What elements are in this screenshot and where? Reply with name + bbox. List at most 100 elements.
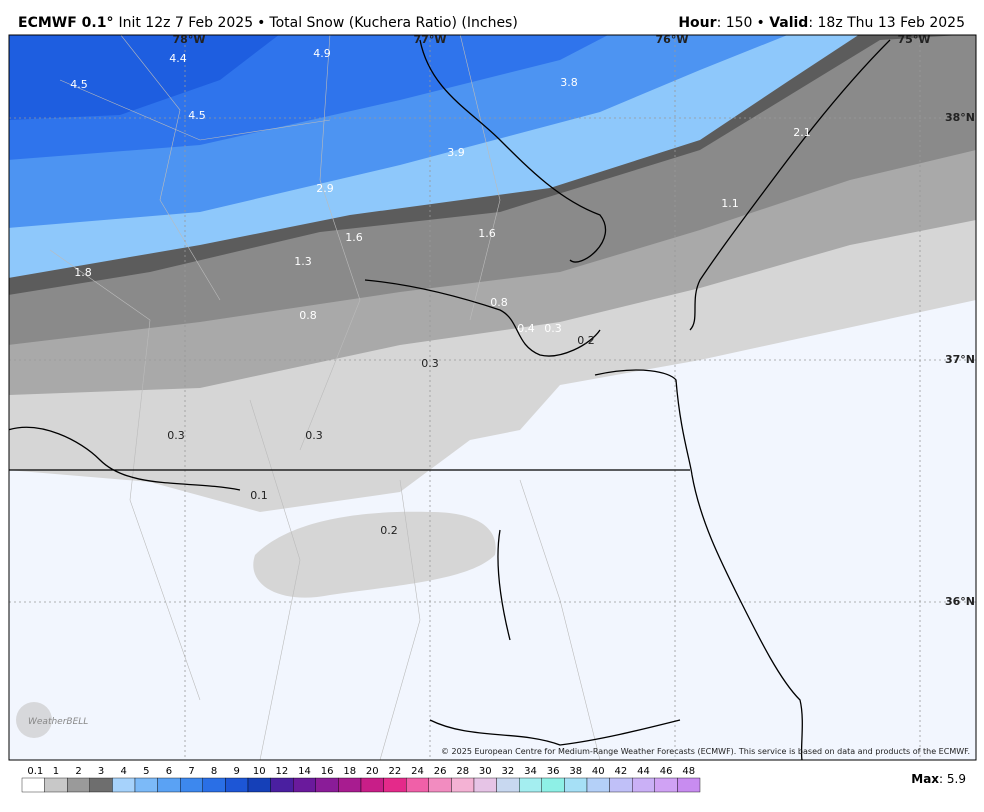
legend-label: 16 — [321, 766, 334, 777]
legend-swatch — [473, 777, 497, 793]
separator: • — [257, 15, 265, 31]
product: Total Snow (Kuchera Ratio) (Inches) — [268, 15, 517, 31]
snow-label: 3.9 — [447, 146, 465, 159]
snow-label: 1.3 — [294, 255, 312, 268]
legend-label: 40 — [592, 766, 605, 777]
snow-label: 0.2 — [577, 334, 595, 347]
snow-label: 4.4 — [169, 52, 187, 65]
snow-label: 0.4 — [517, 322, 535, 335]
legend-label: 42 — [615, 766, 628, 777]
lon-label: 77°W — [414, 33, 447, 46]
legend-label: 1 — [53, 766, 59, 777]
lon-label: 76°W — [656, 33, 689, 46]
legend: 0.1 1 2 3 4 5 6 7 8 9 10 12 14 16 18 20 22 24 26 28 30 32 34 36… — [21, 766, 701, 793]
legend-swatch — [632, 777, 656, 793]
snow-label: 3.8 — [560, 76, 578, 89]
legend-swatch — [654, 777, 678, 793]
legend-label: 20 — [366, 766, 379, 777]
map: 78°W 77°W 76°W 75°W 38°N 37°N 36°N 4.4 4.… — [9, 33, 976, 760]
separator: • — [756, 15, 769, 31]
legend-label: 8 — [211, 766, 217, 777]
snow-label: 0.3 — [421, 357, 439, 370]
max: Max: 5.9 — [911, 772, 966, 786]
snow-label: 2.1 — [793, 126, 811, 139]
snow-label: 0.3 — [167, 429, 185, 442]
legend-label: 38 — [569, 766, 582, 777]
legend-swatch — [496, 777, 520, 793]
snow-label: 1.6 — [478, 227, 496, 240]
snow-label: 1.1 — [721, 197, 739, 210]
legend-label: 12 — [276, 766, 289, 777]
legend-swatch — [609, 777, 633, 793]
logo: WeatherBELL — [28, 717, 88, 727]
colon: : — [808, 15, 817, 31]
legend-swatch — [383, 777, 407, 793]
legend-swatch — [406, 777, 430, 793]
model: ECMWF 0.1° — [18, 15, 113, 31]
legend-label: 3 — [98, 766, 104, 777]
snow-label: 0.1 — [250, 489, 268, 502]
max-value: 5.9 — [947, 772, 966, 786]
valid: 18z Thu 13 Feb 2025 — [818, 15, 966, 31]
snow-label: 4.5 — [188, 109, 206, 122]
lat-label: 38°N — [945, 111, 975, 124]
legend-swatch — [315, 777, 339, 793]
legend-swatch — [293, 777, 317, 793]
legend-label: 5 — [143, 766, 149, 777]
legend-swatch — [44, 777, 68, 793]
legend-label: 46 — [660, 766, 673, 777]
legend-label: 24 — [411, 766, 424, 777]
colon: : — [717, 15, 726, 31]
legend-swatch — [360, 777, 384, 793]
legend-swatch — [66, 777, 90, 793]
legend-label: 10 — [253, 766, 266, 777]
legend-label: 30 — [479, 766, 492, 777]
legend-label: 9 — [234, 766, 240, 777]
legend-swatch — [338, 777, 362, 793]
legend-swatch — [89, 777, 113, 793]
legend-swatch — [202, 777, 226, 793]
legend-swatch — [179, 777, 203, 793]
title: ECMWF 0.1° Init 12z 7 Feb 2025 • Total Snow… — [18, 15, 518, 31]
legend-swatch — [225, 777, 249, 793]
snow-label: 1.6 — [345, 231, 363, 244]
hour-label: Hour — [678, 15, 716, 31]
legend-swatch — [134, 777, 158, 793]
valid-info: Hour: 150 • Valid: 18z Thu 13 Feb 2025 — [678, 15, 965, 31]
legend-label: 18 — [343, 766, 356, 777]
legend-label: 2 — [75, 766, 81, 777]
legend-swatch — [270, 777, 294, 793]
legend-label: 0.1 — [27, 766, 43, 777]
snow-label: 0.8 — [299, 309, 317, 322]
legend-swatch — [21, 777, 45, 793]
valid-label: Valid — [769, 15, 808, 31]
legend-label: 22 — [389, 766, 402, 777]
snow-labels: 4.4 4.9 3.8 4.5 4.5 3.9 2.9 2.1 1.1 1.6 1.6 1.3 1.8 0… — [70, 47, 811, 537]
init: Init 12z 7 Feb 2025 — [118, 15, 253, 31]
snow-label: 0.8 — [490, 296, 508, 309]
legend-label: 6 — [166, 766, 172, 777]
snow-label: 0.3 — [544, 322, 562, 335]
snow-label: 1.8 — [74, 266, 92, 279]
legend-swatch — [451, 777, 475, 793]
legend-label: 34 — [524, 766, 537, 777]
legend-label: 14 — [298, 766, 311, 777]
legend-label: 28 — [456, 766, 469, 777]
legend-label: 7 — [188, 766, 194, 777]
lat-label: 37°N — [945, 353, 975, 366]
legend-swatch — [112, 777, 136, 793]
legend-swatch — [564, 777, 588, 793]
snow-label: 2.9 — [316, 182, 334, 195]
legend-label: 48 — [682, 766, 695, 777]
colon: : — [939, 772, 947, 786]
snow-label: 4.9 — [313, 47, 331, 60]
legend-label: 44 — [637, 766, 650, 777]
legend-swatch — [428, 777, 452, 793]
snow-label: 4.5 — [70, 78, 88, 91]
legend-label: 4 — [121, 766, 127, 777]
max-label: Max — [911, 772, 939, 786]
legend-swatch — [677, 777, 701, 793]
legend-swatch — [247, 777, 271, 793]
hour: 150 — [726, 15, 753, 31]
